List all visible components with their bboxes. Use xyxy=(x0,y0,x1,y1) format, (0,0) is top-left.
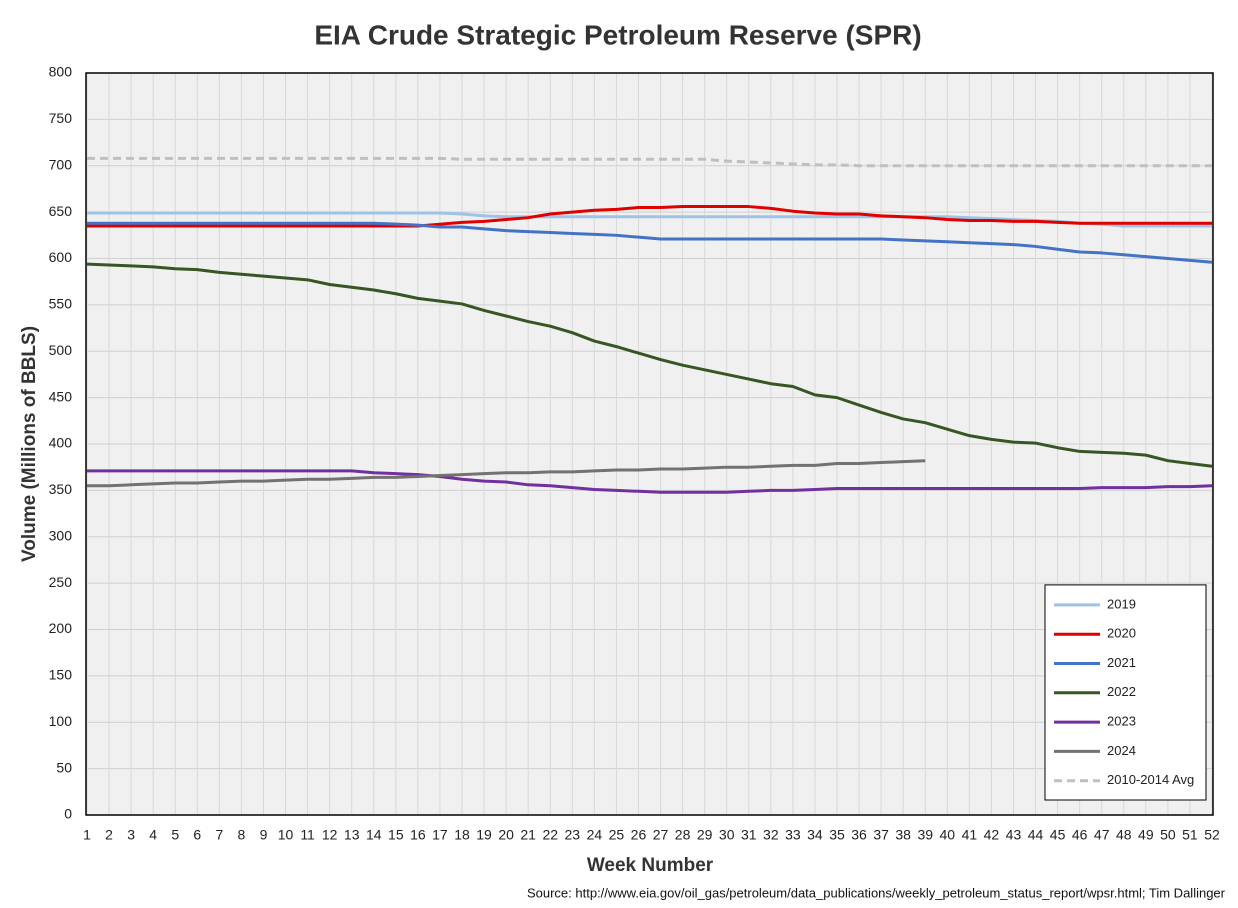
x-tick-label: 4 xyxy=(149,827,157,843)
y-tick-label: 150 xyxy=(49,667,73,683)
y-tick-label: 700 xyxy=(49,156,73,172)
x-tick-label: 14 xyxy=(366,827,382,843)
chart-title: EIA Crude Strategic Petroleum Reserve (S… xyxy=(314,19,921,50)
x-tick-label: 29 xyxy=(697,827,713,843)
y-tick-label: 600 xyxy=(49,249,73,265)
y-tick-label: 650 xyxy=(49,203,73,219)
x-tick-label: 8 xyxy=(238,827,246,843)
x-tick-label: 51 xyxy=(1182,827,1198,843)
x-tick-label: 19 xyxy=(476,827,492,843)
lines xyxy=(86,156,1213,494)
x-tick-label: 40 xyxy=(940,827,956,843)
x-tick-label: 23 xyxy=(565,827,581,843)
legend-label: 2023 xyxy=(1107,714,1136,729)
x-tick-label: 18 xyxy=(454,827,470,843)
x-tick-label: 46 xyxy=(1072,827,1088,843)
x-tick-label: 28 xyxy=(675,827,691,843)
x-tick-label: 5 xyxy=(171,827,179,843)
x-tick-label: 3 xyxy=(127,827,135,843)
x-tick-label: 37 xyxy=(873,827,889,843)
series-line xyxy=(87,156,1212,168)
x-tick-label: 22 xyxy=(542,827,558,843)
x-tick-label: 35 xyxy=(829,827,845,843)
x-tick-label: 30 xyxy=(719,827,735,843)
series-line xyxy=(87,221,1213,264)
y-tick-label: 450 xyxy=(49,388,73,404)
y-tick-label: 300 xyxy=(49,527,73,543)
legend-label: 2024 xyxy=(1107,743,1136,758)
x-tick-label: 36 xyxy=(851,827,867,843)
y-tick-label: 350 xyxy=(49,481,73,497)
x-tick-label: 52 xyxy=(1204,827,1220,843)
series-line xyxy=(87,469,1213,494)
x-tick-label: 6 xyxy=(193,827,201,843)
y-tick-label: 100 xyxy=(49,713,73,729)
x-tick-label: 25 xyxy=(609,827,625,843)
x-tick-label: 27 xyxy=(653,827,669,843)
x-tick-label: 49 xyxy=(1138,827,1154,843)
x-tick-label: 32 xyxy=(763,827,779,843)
x-tick-label: 42 xyxy=(984,827,1000,843)
x-tick-label: 24 xyxy=(587,827,603,843)
y-tick-label: 0 xyxy=(64,806,72,822)
x-tick-label: 12 xyxy=(322,827,338,843)
x-tick-label: 21 xyxy=(520,827,536,843)
x-axis-label: Week Number xyxy=(587,855,714,876)
x-tick-label: 9 xyxy=(260,827,268,843)
legend: 2019 2020 2021 2022 2023 2024 2010-2014 Avg xyxy=(1044,584,1207,801)
y-tick-label: 500 xyxy=(49,342,73,358)
x-tick-label: 48 xyxy=(1116,827,1132,843)
x-tick-label: 1 xyxy=(83,827,91,843)
y-tick-label: 200 xyxy=(49,620,73,636)
y-axis-label: Volume (Millions of BBLS) xyxy=(19,326,40,562)
x-tick-label: 26 xyxy=(631,827,647,843)
x-tick-label: 33 xyxy=(785,827,801,843)
x-tick-label: 15 xyxy=(388,827,404,843)
source-note: Source: http://www.eia.gov/oil_gas/petro… xyxy=(527,885,1226,900)
x-tick-label: 2 xyxy=(105,827,113,843)
legend-label: 2022 xyxy=(1107,684,1136,699)
y-tick-label: 400 xyxy=(49,435,73,451)
x-tick-label: 39 xyxy=(917,827,933,843)
x-tick-label: 17 xyxy=(432,827,448,843)
series-line xyxy=(87,459,926,488)
x-tick-label: 47 xyxy=(1094,827,1110,843)
y-tick-label: 50 xyxy=(56,759,72,775)
x-tick-label: 43 xyxy=(1006,827,1022,843)
x-tick-label: 31 xyxy=(741,827,757,843)
legend-label: 2020 xyxy=(1107,626,1136,641)
x-tick-label: 7 xyxy=(215,827,223,843)
x-tick-label: 13 xyxy=(344,827,360,843)
y-tick-label: 550 xyxy=(49,296,73,312)
grid: 0501001502002503003504004505005506006507… xyxy=(49,64,1220,843)
x-tick-label: 38 xyxy=(895,827,911,843)
x-tick-label: 20 xyxy=(498,827,514,843)
y-tick-label: 250 xyxy=(49,574,73,590)
plot-border xyxy=(85,72,1214,816)
legend-label: 2019 xyxy=(1107,596,1136,611)
legend-label: 2010-2014 Avg xyxy=(1107,772,1194,787)
x-tick-label: 44 xyxy=(1028,827,1044,843)
x-tick-label: 10 xyxy=(278,827,294,843)
x-tick-label: 11 xyxy=(300,827,315,843)
x-tick-label: 34 xyxy=(807,827,823,843)
series-line xyxy=(87,205,1212,228)
x-tick-label: 45 xyxy=(1050,827,1066,843)
x-tick-label: 16 xyxy=(410,827,426,843)
series-line xyxy=(86,262,1213,468)
y-tick-label: 750 xyxy=(49,110,73,126)
x-tick-label: 41 xyxy=(962,827,978,843)
x-tick-label: 50 xyxy=(1160,827,1176,843)
legend-label: 2021 xyxy=(1107,655,1136,670)
y-tick-label: 800 xyxy=(49,64,73,80)
